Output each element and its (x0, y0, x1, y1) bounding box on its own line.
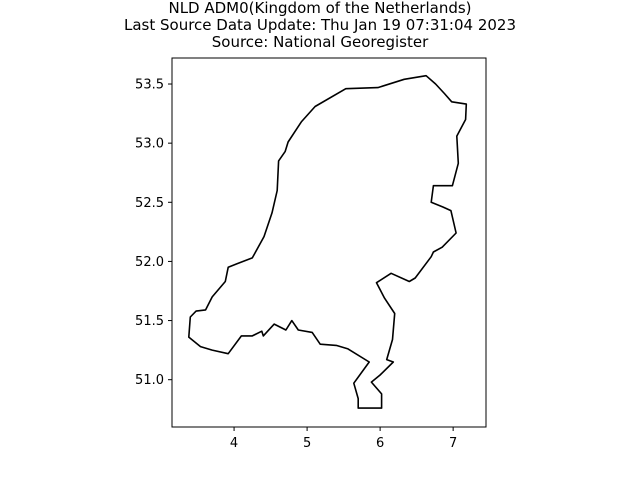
axes-frame (171, 57, 487, 428)
map-subtitle-update: Last Source Data Update: Thu Jan 19 07:3… (123, 16, 517, 34)
map-title-block: NLD ADM0(Kingdom of the Netherlands) Las… (0, 0, 640, 51)
y-tick-label: 52.0 (135, 255, 164, 270)
y-tick-label: 53.5 (135, 78, 164, 93)
y-tick-label: 51.5 (135, 314, 164, 329)
country-outline (188, 74, 468, 409)
y-tick-label: 53.0 (135, 137, 164, 152)
x-tick-label: 4 (230, 436, 238, 451)
map-title: NLD ADM0(Kingdom of the Netherlands) (168, 0, 472, 17)
y-tick-label: 51.0 (135, 373, 164, 388)
x-tick-label: 7 (449, 436, 457, 451)
x-tick-label: 5 (303, 436, 311, 451)
axis-ticks: 4 5 6 7 51.0 51.5 52.0 52.5 53.0 53.5 (135, 78, 457, 451)
map-subtitle-source: Source: National Georegister (211, 33, 429, 51)
y-tick-label: 52.5 (135, 196, 164, 211)
x-tick-label: 6 (376, 436, 384, 451)
